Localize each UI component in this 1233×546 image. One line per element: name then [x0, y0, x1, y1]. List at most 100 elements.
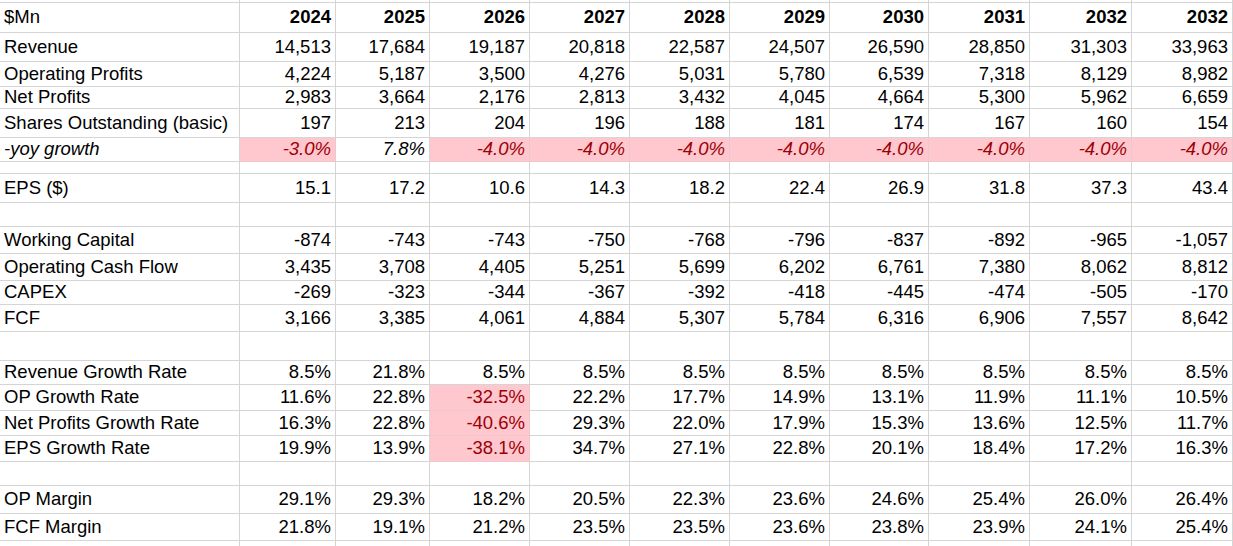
- cell-working-capital-4[interactable]: -750: [530, 227, 630, 254]
- cell-spacer-3-4[interactable]: [530, 332, 630, 361]
- cell-revenue-growth-rate-8[interactable]: 8.5%: [929, 361, 1030, 385]
- cell-fcf-9[interactable]: 7,557: [1030, 305, 1132, 332]
- cell-yoy-growth-4[interactable]: -4.0%: [530, 138, 630, 162]
- cell-operating-profits-9[interactable]: 8,129: [1030, 62, 1132, 87]
- cell-shares-outstanding-2[interactable]: 213: [336, 109, 430, 138]
- cell-net-profits-growth-rate-7[interactable]: 15.3%: [830, 411, 929, 436]
- cell-spacer-1-6[interactable]: [730, 162, 830, 174]
- cell-op-growth-rate-10[interactable]: 10.5%: [1132, 385, 1233, 411]
- cell-spacer-1-1[interactable]: [240, 162, 336, 174]
- cell-working-capital-8[interactable]: -892: [929, 227, 1030, 254]
- cell-net-profits-4[interactable]: 2,813: [530, 87, 630, 109]
- cell-fcf-margin-3[interactable]: 21.2%: [430, 514, 530, 541]
- cell-capex-1[interactable]: -269: [240, 281, 336, 305]
- cell-op-growth-rate-5[interactable]: 17.7%: [630, 385, 730, 411]
- cell-operating-profits-5[interactable]: 5,031: [630, 62, 730, 87]
- cell-working-capital-5[interactable]: -768: [630, 227, 730, 254]
- cell-operating-cash-flow-2[interactable]: 3,708: [336, 254, 430, 281]
- cell-row-label[interactable]: Revenue Growth Rate: [0, 361, 240, 385]
- cell-fcf-8[interactable]: 6,906: [929, 305, 1030, 332]
- cell-row-label[interactable]: CAPEX: [0, 281, 240, 305]
- cell-eps-10[interactable]: 43.4: [1132, 174, 1233, 203]
- cell-row-label[interactable]: Operating Cash Flow: [0, 254, 240, 281]
- cell-revenue-8[interactable]: 28,850: [929, 33, 1030, 62]
- cell-yoy-growth-8[interactable]: -4.0%: [929, 138, 1030, 162]
- cell-revenue-4[interactable]: 20,818: [530, 33, 630, 62]
- cell-fcf-margin-1[interactable]: 21.8%: [240, 514, 336, 541]
- cell-revenue-3[interactable]: 19,187: [430, 33, 530, 62]
- cell-yoy-growth-9[interactable]: -4.0%: [1030, 138, 1132, 162]
- cell-spacer-1-4[interactable]: [530, 162, 630, 174]
- cell-revenue-growth-rate-6[interactable]: 8.5%: [730, 361, 830, 385]
- cell-header-year[interactable]: 2027: [530, 3, 630, 33]
- cell-spacer-4-6[interactable]: [730, 462, 830, 486]
- cell-header-year[interactable]: 2030: [830, 3, 929, 33]
- cell-row-label[interactable]: Shares Outstanding (basic): [0, 109, 240, 138]
- cell-working-capital-3[interactable]: -743: [430, 227, 530, 254]
- cell-net-profits-3[interactable]: 2,176: [430, 87, 530, 109]
- cell-fcf-5[interactable]: 5,307: [630, 305, 730, 332]
- cell-net-profits-growth-rate-6[interactable]: 17.9%: [730, 411, 830, 436]
- cell-operating-profits-3[interactable]: 3,500: [430, 62, 530, 87]
- cell-operating-profits-7[interactable]: 6,539: [830, 62, 929, 87]
- cell-yoy-growth-10[interactable]: -4.0%: [1132, 138, 1233, 162]
- cell-fcf-2[interactable]: 3,385: [336, 305, 430, 332]
- cell-row-label[interactable]: Net Profits Growth Rate: [0, 411, 240, 436]
- cell-fcf-1[interactable]: 3,166: [240, 305, 336, 332]
- cell-operating-cash-flow-7[interactable]: 6,761: [830, 254, 929, 281]
- cell-op-margin-10[interactable]: 26.4%: [1132, 486, 1233, 514]
- cell-operating-profits-4[interactable]: 4,276: [530, 62, 630, 87]
- cell-row-label[interactable]: [0, 203, 240, 227]
- cell-eps-growth-rate-3[interactable]: -38.1%: [430, 436, 530, 462]
- cell-op-margin-4[interactable]: 20.5%: [530, 486, 630, 514]
- cell-fcf-margin-7[interactable]: 23.8%: [830, 514, 929, 541]
- cell-sliver[interactable]: [830, 541, 929, 546]
- cell-header-year[interactable]: 2029: [730, 3, 830, 33]
- cell-working-capital-6[interactable]: -796: [730, 227, 830, 254]
- cell-sliver[interactable]: [730, 541, 830, 546]
- cell-spacer-4-7[interactable]: [830, 462, 929, 486]
- cell-revenue-6[interactable]: 24,507: [730, 33, 830, 62]
- cell-net-profits-growth-rate-4[interactable]: 29.3%: [530, 411, 630, 436]
- cell-spacer-2-5[interactable]: [630, 203, 730, 227]
- cell-spacer-4-5[interactable]: [630, 462, 730, 486]
- cell-shares-outstanding-10[interactable]: 154: [1132, 109, 1233, 138]
- cell-net-profits-growth-rate-10[interactable]: 11.7%: [1132, 411, 1233, 436]
- cell-net-profits-growth-rate-1[interactable]: 16.3%: [240, 411, 336, 436]
- cell-net-profits-5[interactable]: 3,432: [630, 87, 730, 109]
- cell-header-year[interactable]: 2032: [1132, 3, 1233, 33]
- cell-net-profits-10[interactable]: 6,659: [1132, 87, 1233, 109]
- cell-fcf-margin-5[interactable]: 23.5%: [630, 514, 730, 541]
- cell-row-label[interactable]: [0, 332, 240, 361]
- cell-working-capital-7[interactable]: -837: [830, 227, 929, 254]
- cell-sliver[interactable]: [530, 541, 630, 546]
- cell-eps-growth-rate-5[interactable]: 27.1%: [630, 436, 730, 462]
- cell-fcf-margin-4[interactable]: 23.5%: [530, 514, 630, 541]
- cell-row-label[interactable]: Operating Profits: [0, 62, 240, 87]
- cell-spacer-2-9[interactable]: [1030, 203, 1132, 227]
- cell-capex-5[interactable]: -392: [630, 281, 730, 305]
- cell-op-margin-8[interactable]: 25.4%: [929, 486, 1030, 514]
- cell-op-margin-1[interactable]: 29.1%: [240, 486, 336, 514]
- cell-eps-1[interactable]: 15.1: [240, 174, 336, 203]
- cell-eps-3[interactable]: 10.6: [430, 174, 530, 203]
- cell-net-profits-6[interactable]: 4,045: [730, 87, 830, 109]
- cell-net-profits-growth-rate-8[interactable]: 13.6%: [929, 411, 1030, 436]
- cell-spacer-2-10[interactable]: [1132, 203, 1233, 227]
- cell-shares-outstanding-5[interactable]: 188: [630, 109, 730, 138]
- cell-shares-outstanding-7[interactable]: 174: [830, 109, 929, 138]
- cell-revenue-growth-rate-2[interactable]: 21.8%: [336, 361, 430, 385]
- cell-revenue-growth-rate-10[interactable]: 8.5%: [1132, 361, 1233, 385]
- cell-operating-cash-flow-3[interactable]: 4,405: [430, 254, 530, 281]
- cell-yoy-growth-3[interactable]: -4.0%: [430, 138, 530, 162]
- cell-sliver[interactable]: [430, 541, 530, 546]
- cell-operating-profits-10[interactable]: 8,982: [1132, 62, 1233, 87]
- cell-shares-outstanding-3[interactable]: 204: [430, 109, 530, 138]
- cell-revenue-5[interactable]: 22,587: [630, 33, 730, 62]
- cell-operating-cash-flow-5[interactable]: 5,699: [630, 254, 730, 281]
- cell-row-label[interactable]: FCF: [0, 305, 240, 332]
- cell-op-growth-rate-2[interactable]: 22.8%: [336, 385, 430, 411]
- cell-revenue-growth-rate-3[interactable]: 8.5%: [430, 361, 530, 385]
- cell-operating-cash-flow-4[interactable]: 5,251: [530, 254, 630, 281]
- cell-sliver[interactable]: [240, 541, 336, 546]
